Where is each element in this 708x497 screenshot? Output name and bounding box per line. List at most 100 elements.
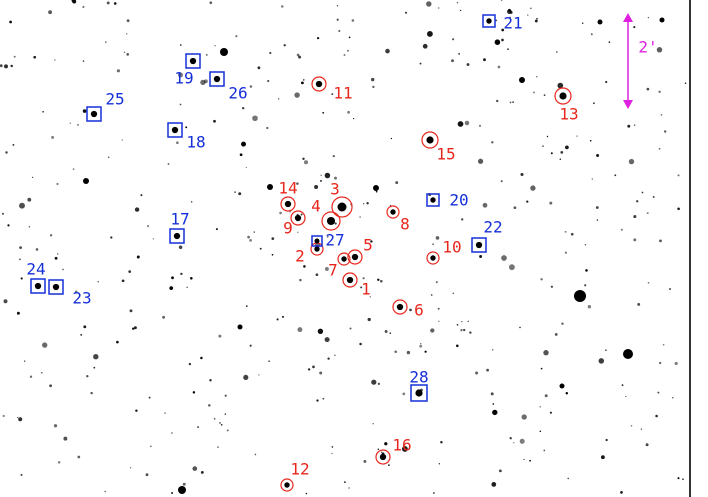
star bbox=[281, 5, 284, 8]
star bbox=[479, 255, 483, 258]
star bbox=[5, 151, 8, 154]
star bbox=[430, 294, 433, 296]
star bbox=[426, 1, 432, 7]
marker-label: 11 bbox=[333, 84, 352, 103]
star bbox=[608, 41, 611, 43]
star bbox=[652, 195, 655, 198]
scale-arrow-bottom bbox=[623, 100, 633, 109]
star bbox=[461, 320, 463, 323]
star bbox=[279, 211, 282, 215]
star bbox=[388, 464, 390, 466]
star bbox=[459, 9, 462, 12]
star bbox=[519, 77, 525, 83]
star bbox=[576, 135, 578, 137]
star bbox=[324, 267, 329, 271]
star bbox=[294, 92, 300, 98]
star bbox=[269, 51, 272, 55]
star bbox=[483, 58, 486, 62]
marker-label: 13 bbox=[559, 105, 578, 124]
star bbox=[185, 126, 188, 129]
star bbox=[72, 168, 75, 170]
star bbox=[458, 53, 460, 55]
star bbox=[677, 174, 680, 177]
star bbox=[360, 286, 363, 289]
marker-label: 12 bbox=[290, 460, 309, 479]
marker-label: 3 bbox=[330, 180, 340, 199]
star bbox=[97, 281, 99, 283]
star bbox=[371, 77, 375, 82]
star bbox=[234, 191, 236, 193]
star bbox=[267, 79, 270, 83]
star bbox=[659, 361, 662, 365]
star bbox=[243, 374, 249, 380]
star bbox=[451, 38, 455, 41]
marker-label: 10 bbox=[442, 238, 461, 257]
star bbox=[331, 452, 333, 455]
star bbox=[3, 299, 8, 304]
marker-label: 28 bbox=[409, 368, 428, 387]
target-square bbox=[471, 237, 487, 253]
star bbox=[148, 396, 151, 399]
star bbox=[512, 101, 514, 103]
star bbox=[492, 409, 498, 416]
star bbox=[585, 269, 588, 272]
star bbox=[377, 448, 380, 451]
star bbox=[574, 290, 586, 302]
star bbox=[348, 36, 351, 39]
star bbox=[209, 379, 212, 382]
star bbox=[369, 296, 371, 298]
star bbox=[491, 141, 494, 144]
star bbox=[559, 383, 565, 389]
star bbox=[213, 119, 216, 123]
star bbox=[520, 172, 524, 177]
star bbox=[536, 17, 538, 20]
star bbox=[224, 394, 227, 397]
star bbox=[348, 487, 350, 489]
star bbox=[494, 39, 501, 45]
star bbox=[281, 315, 285, 318]
star bbox=[322, 111, 325, 114]
star bbox=[218, 334, 222, 338]
star bbox=[627, 124, 631, 128]
star bbox=[371, 379, 377, 385]
star bbox=[123, 51, 126, 53]
star bbox=[658, 147, 661, 150]
star bbox=[645, 443, 649, 447]
star bbox=[677, 477, 680, 480]
star bbox=[550, 285, 554, 288]
star bbox=[530, 7, 532, 10]
star bbox=[86, 374, 89, 378]
star bbox=[438, 320, 440, 322]
star bbox=[320, 179, 322, 182]
star bbox=[116, 340, 119, 344]
target-square bbox=[209, 71, 225, 87]
star bbox=[519, 326, 521, 329]
star bbox=[126, 19, 130, 23]
star bbox=[344, 481, 346, 483]
star bbox=[140, 194, 143, 197]
star bbox=[303, 79, 305, 81]
star bbox=[372, 85, 375, 89]
star bbox=[31, 176, 34, 179]
star bbox=[209, 1, 213, 5]
target-square bbox=[311, 235, 323, 247]
star bbox=[589, 139, 592, 142]
star bbox=[375, 190, 378, 193]
star bbox=[534, 19, 538, 23]
comparison-circle bbox=[290, 210, 306, 226]
star bbox=[268, 360, 270, 363]
star bbox=[456, 344, 459, 348]
star bbox=[584, 284, 587, 287]
star bbox=[677, 207, 680, 211]
star bbox=[529, 459, 531, 462]
star bbox=[385, 48, 390, 54]
star bbox=[239, 153, 243, 157]
star bbox=[77, 124, 79, 126]
star bbox=[497, 65, 501, 69]
star bbox=[570, 232, 574, 236]
star bbox=[283, 44, 286, 47]
star bbox=[271, 253, 274, 256]
star bbox=[379, 453, 387, 461]
star bbox=[82, 109, 87, 113]
